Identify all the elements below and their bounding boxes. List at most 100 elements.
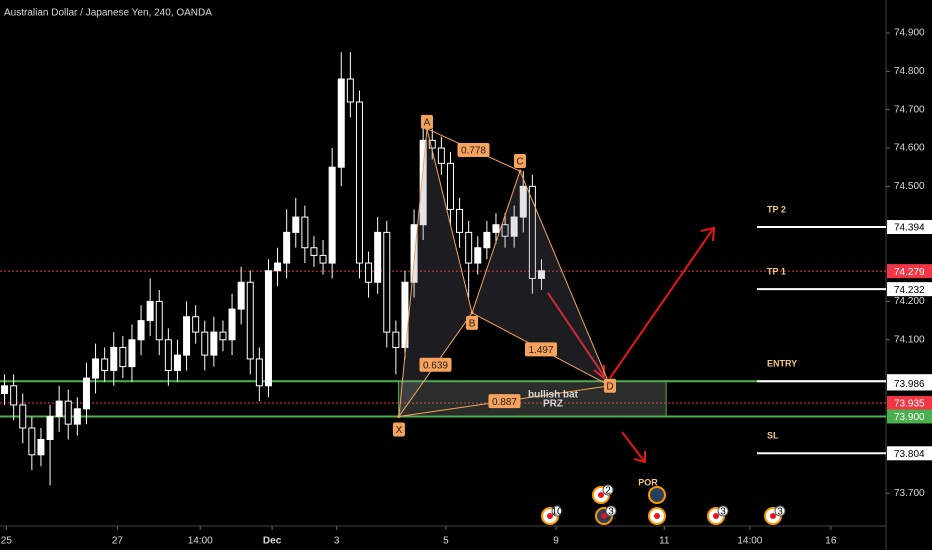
candle-body (219, 331, 227, 341)
prz-box (398, 380, 667, 417)
price-label-bg (887, 220, 932, 235)
price-label: 73.804 (894, 449, 925, 460)
candle-body (10, 385, 18, 406)
signal-arrows (547, 226, 716, 464)
price-label: 73.900 (894, 412, 925, 423)
y-tick-label: 74.800 (894, 66, 925, 77)
y-tick-label: 74.500 (894, 181, 925, 192)
x-tick-label: Dec (263, 536, 282, 547)
pattern-point-box (513, 154, 526, 169)
pattern-point (518, 169, 522, 173)
candle-body (519, 185, 527, 218)
event-count: 10 (551, 507, 563, 518)
candle-body (228, 308, 236, 341)
candle-body (319, 254, 327, 264)
candle-body (383, 231, 391, 333)
pattern-leg (398, 128, 428, 417)
candle-body (128, 339, 136, 368)
candle-body (528, 185, 536, 279)
candle-body (355, 101, 363, 264)
candle-body (456, 208, 464, 233)
candle-body (474, 247, 482, 264)
candle-body (246, 281, 254, 360)
candle-body (92, 358, 100, 379)
pattern-leg (519, 170, 611, 386)
pattern-leg (471, 170, 521, 314)
ratio-box (457, 142, 490, 157)
event-badge (602, 484, 614, 496)
pattern-point-label: B (469, 319, 476, 330)
level-name: TP 1 (767, 267, 786, 277)
candle-body (28, 427, 36, 456)
pattern-point-box (392, 422, 405, 437)
price-label: 74.232 (894, 285, 925, 296)
candle-body (465, 231, 473, 264)
candle-body (301, 216, 309, 249)
candle-body (510, 216, 518, 237)
candle-body (401, 281, 409, 348)
event-badge (605, 505, 617, 517)
event-dot (770, 513, 776, 519)
price-label: 73.986 (894, 379, 925, 390)
event-dot (601, 513, 607, 519)
prz-label: bullish bat (528, 390, 579, 401)
ratio-box (419, 357, 452, 372)
candle-body (492, 224, 500, 233)
event-dot (598, 492, 604, 498)
candle-body (119, 346, 127, 368)
prz-label: PRZ (543, 399, 563, 410)
price-label-bg (887, 446, 932, 461)
y-tick-label: 74.200 (894, 296, 925, 307)
candle-body (137, 320, 145, 341)
event-badge (551, 505, 563, 517)
price-label-bg (887, 409, 932, 424)
candle-body (110, 346, 118, 371)
pattern-point-box (420, 114, 433, 129)
candle-body (37, 438, 45, 456)
candle-body (392, 331, 400, 348)
chart-title: Australian Dollar / Japanese Yen, 240, O… (4, 8, 212, 19)
pattern-point-box (466, 315, 479, 330)
price-label-bg (887, 396, 932, 411)
price-label: 74.279 (894, 267, 925, 278)
x-tick-label: 14:00 (188, 536, 213, 547)
candle-body (501, 224, 509, 237)
candle-body (192, 316, 200, 333)
candle-body (292, 216, 300, 233)
candle-body (274, 262, 282, 272)
candle-body (73, 408, 81, 425)
candle-body (483, 231, 491, 249)
x-tick-label: 9 (553, 536, 559, 547)
candle-body (419, 139, 427, 226)
event-count: 3 (720, 507, 726, 518)
x-tick-label: 11 (659, 536, 670, 547)
event-badge (717, 505, 729, 517)
level-name: ENTRY (767, 359, 797, 369)
candle-body (164, 339, 172, 371)
candle-body (328, 166, 336, 264)
candle-body (55, 400, 63, 417)
x-tick-label: 5 (443, 536, 449, 547)
pattern-point-label: D (606, 381, 613, 392)
candle-body (410, 224, 418, 283)
ratio-label: 0.887 (492, 397, 517, 408)
level-name: SL (767, 431, 779, 441)
y-tick-label: 74.600 (894, 143, 925, 154)
y-tick-label: 74.100 (894, 334, 925, 345)
x-tick-label: 25 (1, 536, 13, 547)
candle-body (428, 139, 436, 149)
price-label: 74.394 (894, 223, 925, 234)
ratio-label: 0.778 (461, 146, 486, 157)
event-dot (713, 513, 719, 519)
candle-body (346, 78, 354, 103)
ratio-label: 1.497 (528, 345, 553, 356)
candle-body (264, 270, 272, 387)
candle-body (210, 331, 218, 356)
candle-body (46, 415, 54, 440)
candle-body (173, 354, 181, 371)
pattern-fill (398, 128, 473, 417)
event-badge (774, 505, 786, 517)
pattern-leg (426, 128, 473, 314)
candle-body (337, 78, 345, 168)
x-tick-label: 14:00 (737, 536, 762, 547)
